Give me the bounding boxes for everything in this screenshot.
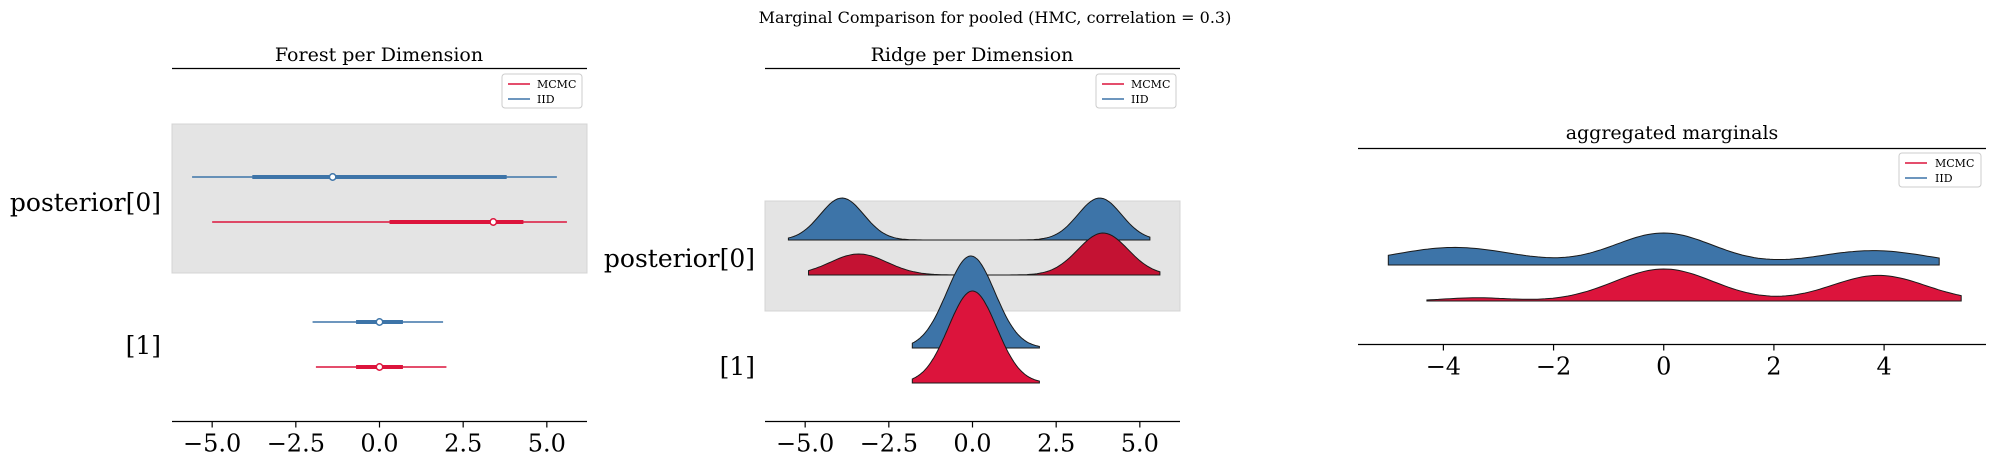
- aggregated-x-tick-label: 4: [1876, 353, 1891, 381]
- ridge-x-tick-label: 0.0: [953, 430, 991, 458]
- forest-x-tick-label: 5.0: [528, 430, 566, 458]
- forest-title: Forest per Dimension: [275, 44, 483, 66]
- aggregated-x-tick-label: −2: [1536, 353, 1571, 381]
- ridge-legend-mcmc-label: MCMC: [1131, 78, 1170, 91]
- ridge-ylabel-row1: [1]: [720, 352, 755, 381]
- ridge-legend: MCMC IID: [1095, 73, 1177, 109]
- forest-marks: [192, 173, 567, 371]
- ridge-x-ticks: −5.0 −2.5 0.0 2.5 5.0: [776, 421, 1159, 458]
- ridge-iid-density-row0: [787, 197, 1151, 241]
- forest-row0-band: [171, 123, 588, 274]
- forest-x-tick-label: 2.5: [444, 430, 482, 458]
- aggregated-x-tick-label: 0: [1656, 353, 1671, 381]
- ridge-legend-iid-label: IID: [1131, 93, 1149, 106]
- forest-legend: MCMC IID: [501, 73, 583, 109]
- ridge-x-tick-label: 5.0: [1121, 430, 1159, 458]
- aggregated-legend-iid-label: IID: [1935, 172, 1953, 185]
- ridge-marks: [787, 197, 1161, 384]
- aggregated-panel: aggregated marginals −4 −2 0 2 4 MCMC IID: [1358, 122, 1986, 381]
- aggregated-legend-mcmc-label: MCMC: [1935, 157, 1974, 170]
- aggregated-marks: [1387, 232, 1962, 302]
- aggregated-x-tick-label: −4: [1426, 353, 1461, 381]
- forest-ylabel-row0: posterior[0]: [10, 188, 161, 217]
- forest-mcmc-mean-point: [375, 363, 384, 371]
- forest-panel: Forest per Dimension −5.0 −2.5 0.0 2.5 5.0 p…: [10, 44, 588, 458]
- aggregated-x-tick-label: 2: [1766, 353, 1781, 381]
- ridge-mcmc-density-row1: [911, 290, 1040, 384]
- forest-x-tick-label: −5.0: [183, 430, 241, 458]
- aggregated-legend: MCMC IID: [1898, 152, 1982, 188]
- forest-x-tick-label: 0.0: [360, 430, 398, 458]
- aggregated-title: aggregated marginals: [1566, 122, 1779, 144]
- forest-ylabel-row1: [1]: [126, 331, 161, 360]
- ridge-ylabel-row0: posterior[0]: [604, 244, 755, 273]
- ridge-title: Ridge per Dimension: [871, 44, 1074, 66]
- forest-x-tick-label: −2.5: [267, 430, 325, 458]
- ridge-panel: Ridge per Dimension −5.0 −2.5 0.0 2.5 5.0 po…: [604, 44, 1181, 458]
- aggregated-mcmc-density: [1426, 268, 1962, 302]
- forest-legend-iid-label: IID: [537, 93, 555, 106]
- forest-x-ticks: −5.0 −2.5 0.0 2.5 5.0: [183, 421, 566, 458]
- ridge-x-tick-label: −2.5: [860, 430, 918, 458]
- figure-suptitle: Marginal Comparison for pooled (HMC, cor…: [759, 8, 1232, 27]
- forest-iid-mean-point: [375, 318, 384, 326]
- aggregated-x-ticks: −4 −2 0 2 4: [1426, 344, 1892, 381]
- ridge-x-tick-label: 2.5: [1037, 430, 1075, 458]
- ridge-x-tick-label: −5.0: [776, 430, 834, 458]
- forest-iid-mean-point: [328, 173, 337, 181]
- forest-mcmc-mean-point: [489, 218, 498, 226]
- forest-legend-mcmc-label: MCMC: [537, 78, 576, 91]
- aggregated-iid-density: [1387, 232, 1940, 266]
